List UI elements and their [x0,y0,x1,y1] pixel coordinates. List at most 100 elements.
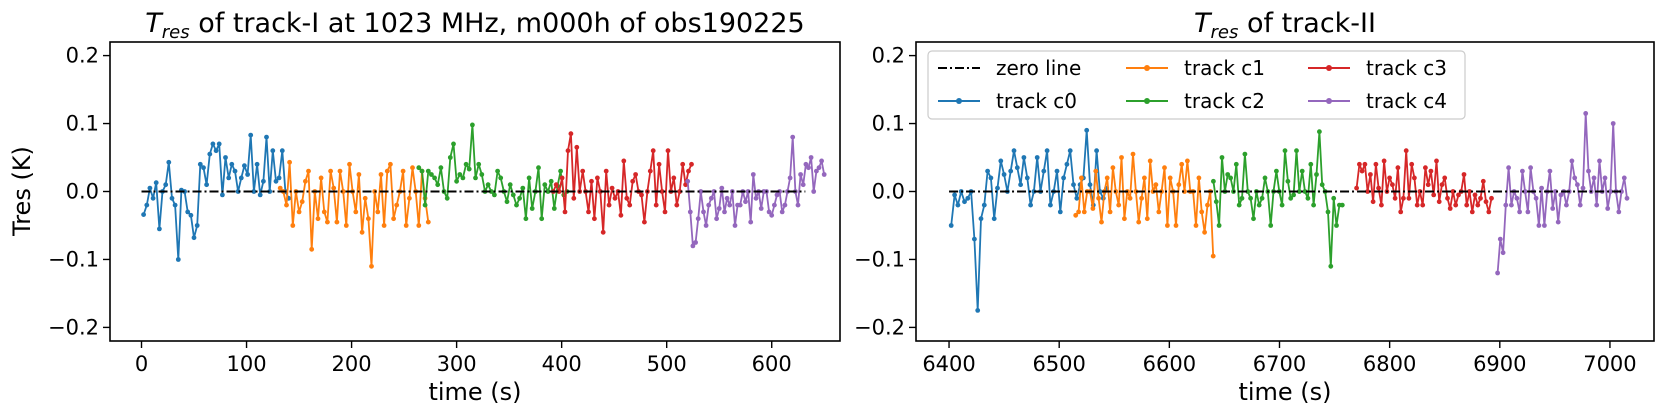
data-point [210,141,216,147]
data-point [1073,212,1079,218]
data-point [1205,202,1210,208]
data-point [695,216,701,222]
data-point [1528,165,1533,171]
data-point [559,175,565,181]
series-track-c0 [948,127,1109,313]
y-axis-label: Tres (K) [8,146,36,237]
x-axis-label: time (s) [1238,378,1331,406]
data-point [1021,155,1027,160]
data-point [1376,185,1381,191]
data-point [1445,195,1450,201]
data-point [1497,236,1503,242]
data-point [366,216,371,222]
data-point [985,168,990,174]
data-point [948,223,954,228]
title-symbol: T [145,8,164,39]
data-point [1048,202,1053,208]
data-point [1279,202,1285,208]
data-point [662,209,668,215]
data-point [400,168,406,174]
series-line-track-c0 [142,134,290,261]
data-point [1242,151,1248,157]
series-line-track-c0 [950,129,1108,312]
data-point [580,168,586,174]
data-point [1061,175,1066,181]
data-point [701,209,706,215]
data-point [1365,189,1370,194]
data-point [362,195,368,201]
data-point [719,185,725,191]
data-point [410,165,415,171]
data-point [656,161,662,167]
data-point [1580,185,1586,191]
data-point [1282,148,1288,154]
y-tick-label: 0.2 [872,44,905,68]
data-point [1428,168,1434,174]
data-point [1619,189,1624,194]
data-point [586,209,591,215]
data-point [1553,189,1558,194]
data-point [454,178,459,184]
data-point [1018,182,1023,188]
title-subscript: res [1211,22,1239,43]
data-point [727,202,733,208]
data-point [369,263,374,269]
data-point [1597,158,1602,164]
data-point [693,240,698,245]
data-point [1314,172,1319,177]
data-point [1156,209,1162,215]
data-point [315,216,321,222]
data-point [1483,199,1489,205]
data-point [748,219,754,225]
data-point [1041,168,1047,174]
data-point [1285,178,1291,184]
data-point [708,195,714,201]
data-point [1442,175,1448,181]
data-point [1357,161,1362,167]
data-point [169,195,175,201]
data-point [1067,148,1073,154]
data-point [1142,175,1147,181]
legend-label: zero line [996,56,1081,80]
legend-marker [1326,65,1332,71]
data-point [1110,165,1116,171]
axes-frame [109,41,841,342]
data-point [1057,209,1063,215]
data-point [1469,209,1475,215]
data-point [571,195,577,201]
data-point [273,178,279,184]
data-point [589,178,594,184]
data-point [1577,202,1583,208]
data-point [806,165,811,171]
data-point [498,175,504,181]
data-point [232,168,238,174]
data-point [782,202,788,208]
data-point [306,168,311,174]
data-point [737,202,743,208]
data-point [504,199,510,205]
data-point [1014,165,1020,171]
data-point [1379,202,1384,208]
data-point [1453,202,1459,208]
data-point [1500,250,1506,256]
data-point [1305,195,1311,201]
data-point [1520,168,1525,174]
data-point [485,182,491,188]
data-point [711,189,717,194]
data-point [955,202,961,208]
data-point [476,161,482,167]
data-point [520,185,526,191]
y-tick-label: −0.1 [48,247,99,271]
data-point [1193,223,1199,228]
data-point [1139,195,1144,201]
data-point [220,192,225,198]
data-point [1550,206,1556,211]
legend: zero line track c0 track c1 track c2 tra [927,50,1466,120]
data-point [556,189,562,194]
data-point [378,172,384,177]
data-point [1472,192,1478,198]
data-point [153,180,159,186]
data-point [375,209,381,215]
data-point [1572,175,1578,181]
y-tick-label: 0.1 [872,112,905,136]
